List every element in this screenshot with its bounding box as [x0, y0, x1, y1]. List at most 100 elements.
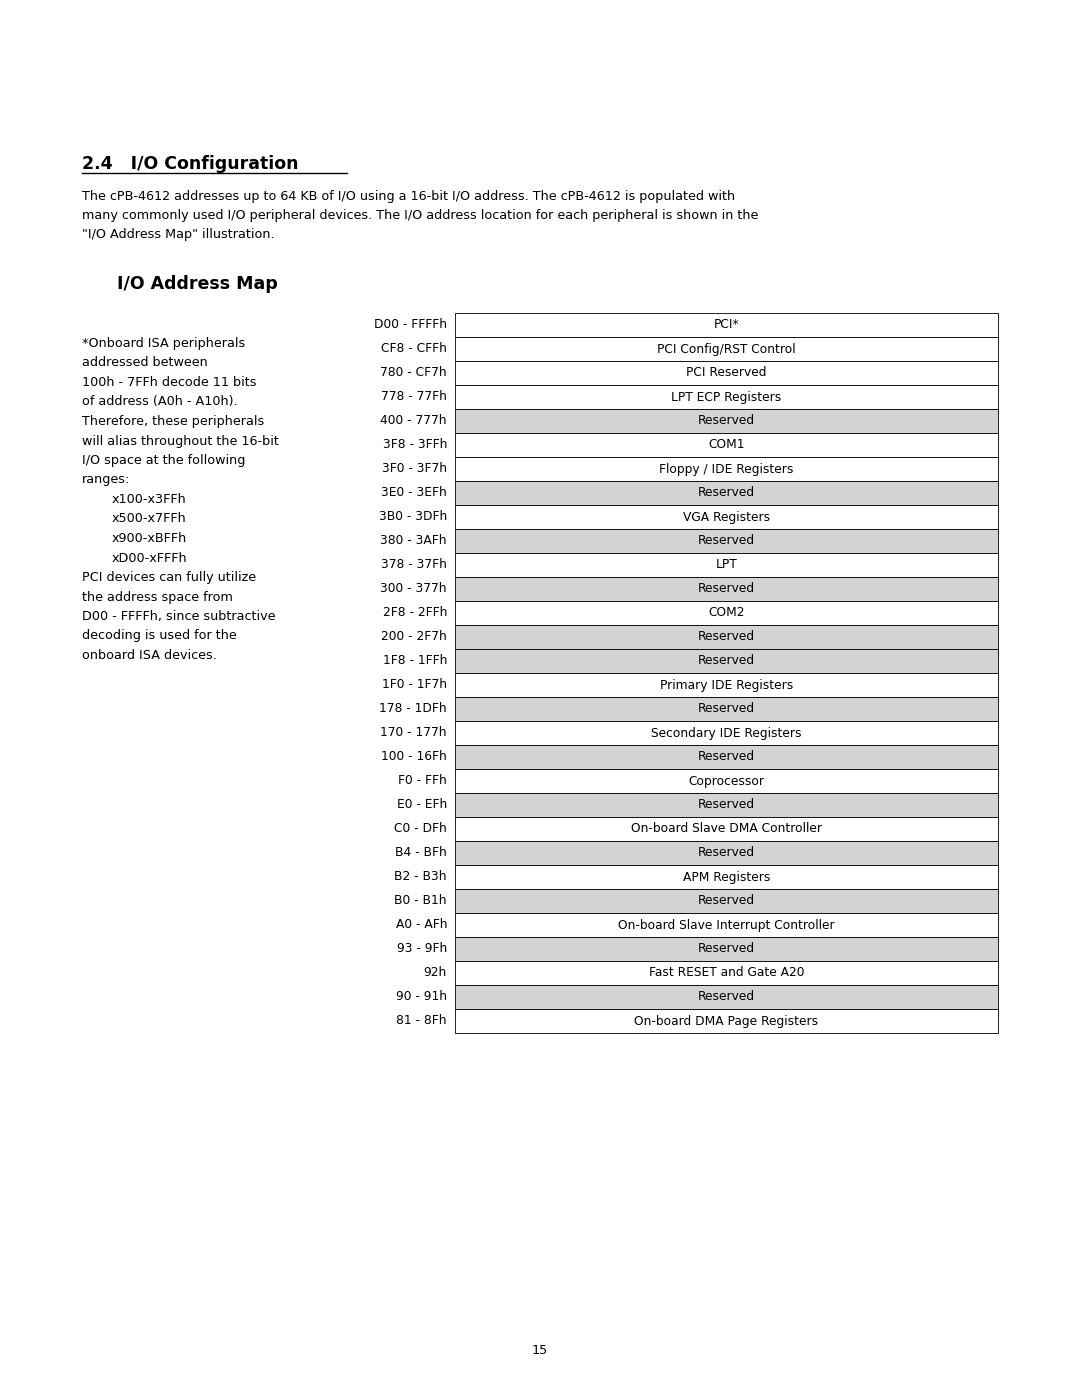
Bar [455, 768, 998, 793]
Text: Reserved: Reserved [698, 630, 755, 644]
Text: On-board DMA Page Registers: On-board DMA Page Registers [634, 1014, 819, 1028]
Text: VGA Registers: VGA Registers [683, 510, 770, 524]
Bar [455, 313, 998, 337]
Text: Reserved: Reserved [698, 990, 755, 1003]
Text: PCI Config/RST Control: PCI Config/RST Control [658, 342, 796, 355]
Text: 3F0 - 3F7h: 3F0 - 3F7h [382, 462, 447, 475]
Text: 3F8 - 3FFh: 3F8 - 3FFh [382, 439, 447, 451]
Text: D00 - FFFFh, since subtractive: D00 - FFFFh, since subtractive [82, 610, 275, 623]
Text: I/O space at the following: I/O space at the following [82, 454, 245, 467]
Text: 1F8 - 1FFh: 1F8 - 1FFh [382, 655, 447, 668]
Text: LPT ECP Registers: LPT ECP Registers [672, 391, 782, 404]
Text: Reserved: Reserved [698, 943, 755, 956]
Text: COM1: COM1 [708, 439, 745, 451]
Bar [455, 553, 998, 577]
Text: B2 - B3h: B2 - B3h [394, 870, 447, 883]
Text: Reserved: Reserved [698, 703, 755, 715]
Text: xD00-xFFFh: xD00-xFFFh [112, 552, 188, 564]
Bar [455, 624, 998, 650]
Text: I/O Address Map: I/O Address Map [117, 275, 278, 293]
Text: Primary IDE Registers: Primary IDE Registers [660, 679, 793, 692]
Text: CF8 - CFFh: CF8 - CFFh [381, 342, 447, 355]
Text: On-board Slave Interrupt Controller: On-board Slave Interrupt Controller [618, 918, 835, 932]
Text: F0 - FFh: F0 - FFh [399, 774, 447, 788]
Bar [455, 937, 998, 961]
Text: 3E0 - 3EFh: 3E0 - 3EFh [381, 486, 447, 500]
Bar [455, 961, 998, 985]
Bar [455, 577, 998, 601]
Bar [455, 793, 998, 817]
Bar [455, 337, 998, 360]
Text: On-board Slave DMA Controller: On-board Slave DMA Controller [631, 823, 822, 835]
Text: B0 - B1h: B0 - B1h [394, 894, 447, 908]
Bar [455, 457, 998, 481]
Text: 200 - 2F7h: 200 - 2F7h [381, 630, 447, 644]
Text: PCI Reserved: PCI Reserved [686, 366, 767, 380]
Text: APM Registers: APM Registers [683, 870, 770, 883]
Bar [455, 409, 998, 433]
Text: E0 - EFh: E0 - EFh [396, 799, 447, 812]
Text: Floppy / IDE Registers: Floppy / IDE Registers [659, 462, 794, 475]
Text: 3B0 - 3DFh: 3B0 - 3DFh [379, 510, 447, 524]
Text: "I/O Address Map" illustration.: "I/O Address Map" illustration. [82, 228, 274, 242]
Bar [455, 721, 998, 745]
Text: many commonly used I/O peripheral devices. The I/O address location for each per: many commonly used I/O peripheral device… [82, 210, 758, 222]
Text: 90 - 91h: 90 - 91h [396, 990, 447, 1003]
Bar [455, 650, 998, 673]
Text: 100h - 7FFh decode 11 bits: 100h - 7FFh decode 11 bits [82, 376, 257, 388]
Bar [455, 386, 998, 409]
Bar [455, 481, 998, 504]
Text: x500-x7FFh: x500-x7FFh [112, 513, 187, 525]
Text: B4 - BFh: B4 - BFh [395, 847, 447, 859]
Text: *Onboard ISA peripherals: *Onboard ISA peripherals [82, 337, 245, 351]
Text: onboard ISA devices.: onboard ISA devices. [82, 650, 217, 662]
Bar [455, 888, 998, 914]
Bar [455, 360, 998, 386]
Text: x100-x3FFh: x100-x3FFh [112, 493, 187, 506]
Bar [455, 817, 998, 841]
Text: Secondary IDE Registers: Secondary IDE Registers [651, 726, 801, 739]
Bar [455, 841, 998, 865]
Text: 170 - 177h: 170 - 177h [380, 726, 447, 739]
Bar [455, 697, 998, 721]
Text: 100 - 16Fh: 100 - 16Fh [381, 750, 447, 764]
Text: A0 - AFh: A0 - AFh [395, 918, 447, 932]
Text: 1F0 - 1F7h: 1F0 - 1F7h [382, 679, 447, 692]
Bar [455, 914, 998, 937]
Text: PCI devices can fully utilize: PCI devices can fully utilize [82, 571, 256, 584]
Text: of address (A0h - A10h).: of address (A0h - A10h). [82, 395, 238, 408]
Text: COM2: COM2 [708, 606, 745, 619]
Text: addressed between: addressed between [82, 356, 207, 369]
Text: Fast RESET and Gate A20: Fast RESET and Gate A20 [649, 967, 805, 979]
Text: The cPB-4612 addresses up to 64 KB of I/O using a 16-bit I/O address. The cPB-46: The cPB-4612 addresses up to 64 KB of I/… [82, 190, 735, 203]
Text: 778 - 77Fh: 778 - 77Fh [381, 391, 447, 404]
Bar [455, 433, 998, 457]
Text: 81 - 8Fh: 81 - 8Fh [396, 1014, 447, 1028]
Text: 378 - 37Fh: 378 - 37Fh [381, 559, 447, 571]
Text: decoding is used for the: decoding is used for the [82, 630, 237, 643]
Bar [455, 601, 998, 624]
Text: 92h: 92h [423, 967, 447, 979]
Text: 2.4   I/O Configuration: 2.4 I/O Configuration [82, 155, 298, 173]
Text: 2F8 - 2FFh: 2F8 - 2FFh [382, 606, 447, 619]
Text: Reserved: Reserved [698, 486, 755, 500]
Text: Reserved: Reserved [698, 655, 755, 668]
Text: C0 - DFh: C0 - DFh [394, 823, 447, 835]
Bar [455, 745, 998, 768]
Bar [455, 1009, 998, 1032]
Bar [455, 865, 998, 888]
Text: Reserved: Reserved [698, 535, 755, 548]
Text: ranges:: ranges: [82, 474, 131, 486]
Text: Reserved: Reserved [698, 583, 755, 595]
Text: will alias throughout the 16-bit: will alias throughout the 16-bit [82, 434, 279, 447]
Text: LPT: LPT [716, 559, 738, 571]
Bar [455, 985, 998, 1009]
Text: PCI*: PCI* [714, 319, 740, 331]
Text: Reserved: Reserved [698, 750, 755, 764]
Bar [455, 529, 998, 553]
Text: Reserved: Reserved [698, 847, 755, 859]
Text: Reserved: Reserved [698, 415, 755, 427]
Text: Reserved: Reserved [698, 894, 755, 908]
Text: x900-xBFFh: x900-xBFFh [112, 532, 187, 545]
Text: 15: 15 [531, 1344, 549, 1356]
